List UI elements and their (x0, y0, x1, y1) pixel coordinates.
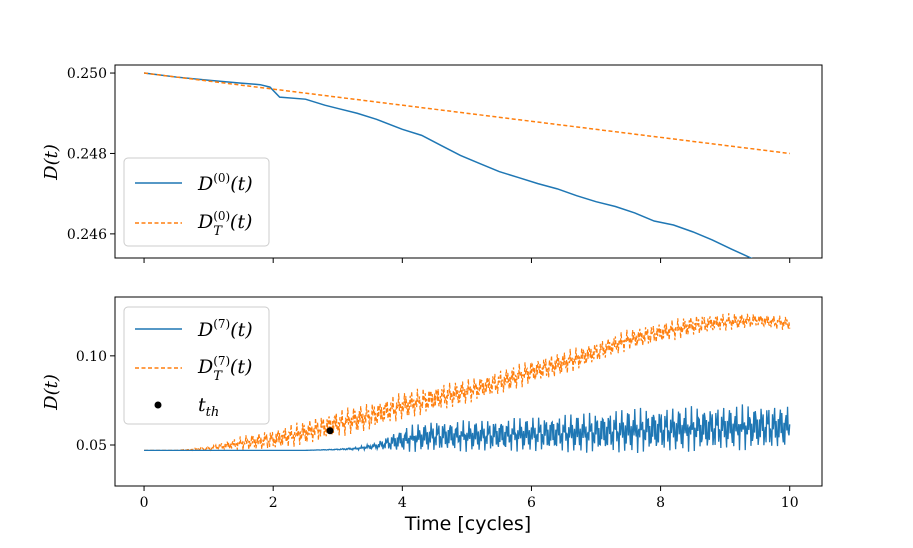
bottom-y-axis-label: D(t) (41, 374, 62, 411)
bottom-legend: D(7)(t) D(7) T (t) tth (123, 306, 270, 425)
x-tick-label: 10 (781, 495, 799, 511)
bottom-panel: 0.05 0.10 0 2 4 6 8 10 D(t) Time [cycles] D(7)… (41, 296, 823, 535)
x-tick-label: 8 (656, 495, 665, 511)
top-legend-label-d0: D(0)(t) (197, 171, 253, 195)
x-tick-label: 0 (140, 495, 149, 511)
top-legend-box (123, 157, 270, 247)
x-tick-label: 4 (398, 495, 407, 511)
bottom-series-d7 (144, 404, 791, 454)
top-legend: D(0)(t) D(0) T (t) (123, 157, 270, 247)
top-y-ticks: 0.246 0.248 0.250 (67, 66, 115, 243)
top-series-d0 (143, 72, 753, 258)
x-tick-label: 6 (527, 495, 536, 511)
y-tick-label: 0.250 (67, 66, 107, 82)
threshold-marker (326, 427, 334, 435)
bottom-x-ticks: 0 2 4 6 8 10 (140, 486, 799, 511)
y-tick-label: 0.05 (76, 438, 107, 454)
top-x-ticks (143, 258, 791, 263)
bottom-legend-box (123, 306, 270, 425)
y-tick-label: 0.248 (67, 146, 107, 162)
top-panel: 0.246 0.248 0.250 D(t) D(0)(t) D(0) T (t) (41, 64, 823, 263)
bottom-series-dt7 (144, 313, 791, 452)
bottom-y-ticks: 0.05 0.10 (76, 349, 115, 454)
y-tick-label: 0.10 (76, 349, 107, 365)
x-axis-label: Time [cycles] (404, 513, 531, 535)
top-series-dt0 (143, 72, 790, 155)
x-tick-label: 2 (269, 495, 278, 511)
bottom-legend-swatch-tth (154, 401, 162, 409)
y-tick-label: 0.246 (67, 227, 107, 243)
top-y-axis-label: D(t) (41, 144, 62, 181)
